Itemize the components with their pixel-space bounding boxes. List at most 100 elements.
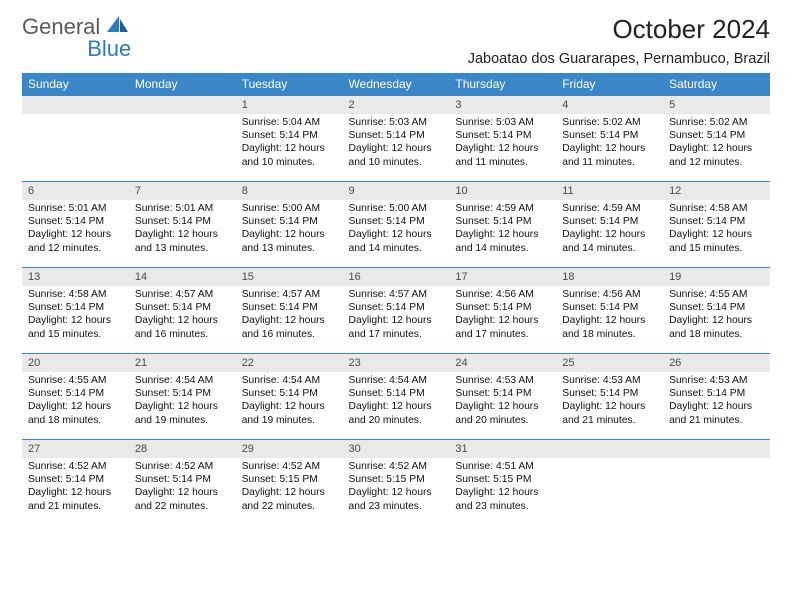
day-body: Sunrise: 5:01 AMSunset: 5:14 PMDaylight:… xyxy=(22,200,129,259)
daylight-text: Daylight: 12 hours and 18 minutes. xyxy=(28,400,123,426)
day-body: Sunrise: 4:53 AMSunset: 5:14 PMDaylight:… xyxy=(663,372,770,431)
day-body: Sunrise: 4:53 AMSunset: 5:14 PMDaylight:… xyxy=(556,372,663,431)
calendar-day-cell: 21Sunrise: 4:54 AMSunset: 5:14 PMDayligh… xyxy=(129,353,236,439)
sunrise-text: Sunrise: 4:59 AM xyxy=(562,202,657,215)
day-body: Sunrise: 4:52 AMSunset: 5:14 PMDaylight:… xyxy=(129,458,236,517)
calendar-day-cell: 27Sunrise: 4:52 AMSunset: 5:14 PMDayligh… xyxy=(22,439,129,525)
calendar-week-row: 27Sunrise: 4:52 AMSunset: 5:14 PMDayligh… xyxy=(22,439,770,525)
day-body: Sunrise: 4:57 AMSunset: 5:14 PMDaylight:… xyxy=(343,286,450,345)
day-body: Sunrise: 5:04 AMSunset: 5:14 PMDaylight:… xyxy=(236,114,343,173)
day-body: Sunrise: 4:57 AMSunset: 5:14 PMDaylight:… xyxy=(129,286,236,345)
daylight-text: Daylight: 12 hours and 14 minutes. xyxy=(349,228,444,254)
sunrise-text: Sunrise: 4:52 AM xyxy=(28,460,123,473)
sunset-text: Sunset: 5:14 PM xyxy=(242,387,337,400)
sunset-text: Sunset: 5:14 PM xyxy=(28,387,123,400)
calendar-day-cell: 8Sunrise: 5:00 AMSunset: 5:14 PMDaylight… xyxy=(236,181,343,267)
sunrise-text: Sunrise: 4:58 AM xyxy=(669,202,764,215)
sunrise-text: Sunrise: 5:03 AM xyxy=(349,116,444,129)
daylight-text: Daylight: 12 hours and 13 minutes. xyxy=(135,228,230,254)
sunset-text: Sunset: 5:14 PM xyxy=(135,215,230,228)
sunset-text: Sunset: 5:14 PM xyxy=(349,129,444,142)
day-number: 29 xyxy=(236,439,343,458)
day-number: 26 xyxy=(663,353,770,372)
day-number: 23 xyxy=(343,353,450,372)
daylight-text: Daylight: 12 hours and 19 minutes. xyxy=(242,400,337,426)
sunrise-text: Sunrise: 4:56 AM xyxy=(455,288,550,301)
daylight-text: Daylight: 12 hours and 17 minutes. xyxy=(349,314,444,340)
calendar-day-cell: 11Sunrise: 4:59 AMSunset: 5:14 PMDayligh… xyxy=(556,181,663,267)
day-body xyxy=(22,114,129,120)
sunrise-text: Sunrise: 4:53 AM xyxy=(455,374,550,387)
sunset-text: Sunset: 5:14 PM xyxy=(669,301,764,314)
logo-text-blue: Blue xyxy=(87,36,131,61)
sunset-text: Sunset: 5:14 PM xyxy=(455,387,550,400)
sunrise-text: Sunrise: 5:01 AM xyxy=(135,202,230,215)
day-body: Sunrise: 4:54 AMSunset: 5:14 PMDaylight:… xyxy=(236,372,343,431)
calendar-table: Sunday Monday Tuesday Wednesday Thursday… xyxy=(22,73,770,525)
sunset-text: Sunset: 5:14 PM xyxy=(562,215,657,228)
day-body: Sunrise: 4:54 AMSunset: 5:14 PMDaylight:… xyxy=(129,372,236,431)
day-number: 24 xyxy=(449,353,556,372)
sunrise-text: Sunrise: 5:00 AM xyxy=(242,202,337,215)
day-body: Sunrise: 4:58 AMSunset: 5:14 PMDaylight:… xyxy=(663,200,770,259)
calendar-day-cell: 6Sunrise: 5:01 AMSunset: 5:14 PMDaylight… xyxy=(22,181,129,267)
sunrise-text: Sunrise: 4:57 AM xyxy=(135,288,230,301)
location-text: Jaboatao dos Guararapes, Pernambuco, Bra… xyxy=(468,51,770,67)
day-body: Sunrise: 4:57 AMSunset: 5:14 PMDaylight:… xyxy=(236,286,343,345)
calendar-day-cell: 28Sunrise: 4:52 AMSunset: 5:14 PMDayligh… xyxy=(129,439,236,525)
day-body xyxy=(129,114,236,120)
daylight-text: Daylight: 12 hours and 20 minutes. xyxy=(455,400,550,426)
day-number xyxy=(663,439,770,458)
day-header: Wednesday xyxy=(343,73,450,95)
day-body: Sunrise: 4:59 AMSunset: 5:14 PMDaylight:… xyxy=(449,200,556,259)
header: General Blue October 2024 Jaboatao dos G… xyxy=(22,14,770,67)
sunrise-text: Sunrise: 4:53 AM xyxy=(669,374,764,387)
daylight-text: Daylight: 12 hours and 11 minutes. xyxy=(455,142,550,168)
day-number: 8 xyxy=(236,181,343,200)
daylight-text: Daylight: 12 hours and 14 minutes. xyxy=(562,228,657,254)
day-number: 13 xyxy=(22,267,129,286)
sunrise-text: Sunrise: 4:55 AM xyxy=(669,288,764,301)
sunset-text: Sunset: 5:14 PM xyxy=(242,129,337,142)
calendar-day-cell: 9Sunrise: 5:00 AMSunset: 5:14 PMDaylight… xyxy=(343,181,450,267)
calendar-day-cell: 14Sunrise: 4:57 AMSunset: 5:14 PMDayligh… xyxy=(129,267,236,353)
day-header: Tuesday xyxy=(236,73,343,95)
sunrise-text: Sunrise: 4:52 AM xyxy=(349,460,444,473)
day-number: 19 xyxy=(663,267,770,286)
sunset-text: Sunset: 5:14 PM xyxy=(349,215,444,228)
calendar-day-cell: 24 Sunrise: 4:53 AMSunset: 5:14 PMDayligh… xyxy=(449,353,556,439)
daylight-text: Daylight: 12 hours and 22 minutes. xyxy=(135,486,230,512)
sunrise-text: Sunrise: 4:52 AM xyxy=(242,460,337,473)
sunrise-text: Sunrise: 4:56 AM xyxy=(562,288,657,301)
day-body: Sunrise: 4:55 AMSunset: 5:14 PMDaylight:… xyxy=(22,372,129,431)
day-number: 6 xyxy=(22,181,129,200)
day-number: 22 xyxy=(236,353,343,372)
calendar-day-cell: 23Sunrise: 4:54 AMSunset: 5:14 PMDayligh… xyxy=(343,353,450,439)
day-body: Sunrise: 4:55 AMSunset: 5:14 PMDaylight:… xyxy=(663,286,770,345)
sunrise-text: Sunrise: 4:54 AM xyxy=(135,374,230,387)
sunset-text: Sunset: 5:15 PM xyxy=(349,473,444,486)
calendar-day-cell: 16Sunrise: 4:57 AMSunset: 5:14 PMDayligh… xyxy=(343,267,450,353)
calendar-week-row: 1Sunrise: 5:04 AMSunset: 5:14 PMDaylight… xyxy=(22,95,770,181)
day-number: 12 xyxy=(663,181,770,200)
calendar-day-cell xyxy=(129,95,236,181)
sunset-text: Sunset: 5:14 PM xyxy=(562,387,657,400)
sunrise-text: Sunrise: 4:53 AM xyxy=(562,374,657,387)
calendar-day-cell: 31Sunrise: 4:51 AMSunset: 5:15 PMDayligh… xyxy=(449,439,556,525)
sunrise-text: Sunrise: 4:59 AM xyxy=(455,202,550,215)
day-body: Sunrise: 5:02 AMSunset: 5:14 PMDaylight:… xyxy=(556,114,663,173)
sunset-text: Sunset: 5:14 PM xyxy=(349,301,444,314)
calendar-day-cell: 10Sunrise: 4:59 AMSunset: 5:14 PMDayligh… xyxy=(449,181,556,267)
day-number: 28 xyxy=(129,439,236,458)
day-number: 27 xyxy=(22,439,129,458)
daylight-text: Daylight: 12 hours and 11 minutes. xyxy=(562,142,657,168)
sunrise-text: Sunrise: 5:04 AM xyxy=(242,116,337,129)
sunset-text: Sunset: 5:14 PM xyxy=(455,301,550,314)
sunrise-text: Sunrise: 5:00 AM xyxy=(349,202,444,215)
day-number: 7 xyxy=(129,181,236,200)
sunset-text: Sunset: 5:14 PM xyxy=(562,129,657,142)
day-body: Sunrise: 4:56 AMSunset: 5:14 PMDaylight:… xyxy=(449,286,556,345)
day-header: Sunday xyxy=(22,73,129,95)
sunset-text: Sunset: 5:14 PM xyxy=(562,301,657,314)
sunset-text: Sunset: 5:14 PM xyxy=(455,129,550,142)
